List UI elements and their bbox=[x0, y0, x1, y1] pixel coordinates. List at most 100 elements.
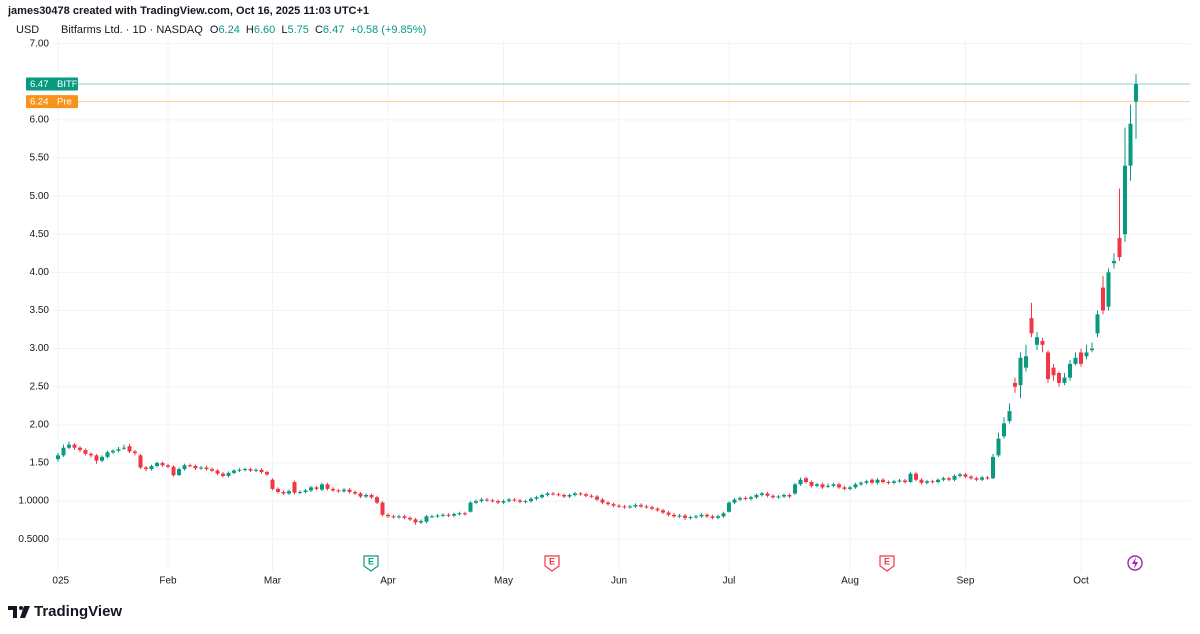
candle-body bbox=[947, 478, 951, 480]
candle-body bbox=[1095, 314, 1100, 334]
candle-body bbox=[149, 466, 154, 470]
candle-body bbox=[545, 493, 550, 495]
candle-body bbox=[441, 514, 445, 516]
candle-body bbox=[380, 502, 385, 515]
candle-body bbox=[1007, 411, 1012, 422]
candle-body bbox=[1134, 84, 1138, 102]
candle-body bbox=[754, 494, 759, 498]
candle-body bbox=[600, 499, 605, 503]
candle-body bbox=[160, 462, 165, 466]
candle-body bbox=[743, 498, 748, 500]
candle-body bbox=[375, 497, 379, 503]
candle-body bbox=[1123, 165, 1127, 235]
x-tick-label: Oct bbox=[1073, 576, 1089, 587]
candle-body bbox=[259, 469, 264, 473]
candle-body bbox=[182, 465, 187, 470]
legend: Bitfarms Ltd. · 1D · NASDAQ O6.24 H6.60 … bbox=[61, 24, 426, 36]
x-tick-label: Apr bbox=[380, 576, 396, 587]
change: +0.58 (+9.85%) bbox=[350, 24, 426, 36]
candle-body bbox=[424, 516, 429, 522]
candle-body bbox=[248, 469, 253, 471]
candle-body bbox=[534, 497, 539, 499]
ohlc-label: H bbox=[246, 24, 254, 36]
candle-body bbox=[199, 467, 203, 469]
candle-body bbox=[177, 469, 181, 476]
attribution: james30478 created with TradingView.com,… bbox=[7, 5, 369, 17]
candle-body bbox=[89, 453, 93, 456]
candles bbox=[56, 74, 1138, 525]
candle-body bbox=[435, 515, 440, 517]
y-tick-label: 2.50 bbox=[30, 381, 50, 392]
candle-body bbox=[886, 482, 891, 484]
y-tick-label: 5.50 bbox=[30, 153, 50, 164]
candle-body bbox=[936, 479, 940, 483]
candle-body bbox=[820, 484, 825, 488]
candle-body bbox=[171, 466, 176, 476]
candle-body bbox=[276, 488, 280, 492]
brand: TradingView bbox=[34, 603, 122, 620]
event-marker[interactable]: E bbox=[363, 555, 379, 572]
candle-body bbox=[1029, 318, 1034, 334]
candle-body bbox=[144, 467, 148, 470]
y-tick-label: 1.50 bbox=[30, 458, 50, 469]
candle-body bbox=[633, 504, 638, 507]
candle-body bbox=[771, 495, 775, 498]
candle-body bbox=[232, 470, 236, 473]
candle-body bbox=[347, 489, 352, 492]
candle-body bbox=[958, 474, 962, 476]
candle-body bbox=[567, 494, 572, 497]
y-tick-label: 6.00 bbox=[30, 115, 50, 126]
candle-body bbox=[941, 478, 946, 480]
candle-body bbox=[716, 516, 720, 518]
y-tick-label: 1.0000 bbox=[18, 496, 49, 507]
candle-body bbox=[496, 501, 500, 503]
event-marker[interactable]: E bbox=[879, 555, 895, 572]
candle-body bbox=[1035, 337, 1039, 345]
candle-body bbox=[1128, 123, 1133, 166]
ohlc-label: O bbox=[210, 24, 219, 36]
candle-body bbox=[787, 494, 792, 497]
candle-body bbox=[903, 480, 907, 483]
candle-body bbox=[765, 493, 770, 496]
candle-body bbox=[859, 482, 863, 485]
candle-body bbox=[853, 484, 858, 488]
event-marker[interactable] bbox=[1127, 555, 1143, 571]
candle-body bbox=[1062, 377, 1067, 383]
candle-body bbox=[622, 506, 627, 508]
candle-body bbox=[727, 502, 731, 512]
candle-body bbox=[1079, 352, 1083, 364]
candle-body bbox=[628, 506, 632, 508]
grid bbox=[52, 36, 1190, 572]
price-label-bg bbox=[26, 95, 78, 109]
candle-body bbox=[358, 493, 363, 497]
event-marker[interactable]: E bbox=[544, 555, 560, 572]
candle-body bbox=[831, 484, 836, 486]
candle-body bbox=[105, 452, 110, 457]
candle-body bbox=[56, 455, 60, 460]
candle-body bbox=[408, 517, 412, 520]
candle-body bbox=[391, 516, 396, 518]
candle-body bbox=[749, 497, 753, 499]
candle-body bbox=[809, 482, 814, 486]
candle-body bbox=[314, 487, 319, 489]
candle-body bbox=[353, 491, 357, 494]
x-tick-label: Jul bbox=[723, 576, 736, 587]
candle-body bbox=[672, 514, 676, 517]
candle-body bbox=[67, 444, 71, 448]
candle-body bbox=[985, 477, 990, 479]
candle-body bbox=[1024, 356, 1028, 368]
candle-body bbox=[100, 456, 104, 461]
x-tick-label: 2025 bbox=[47, 576, 70, 587]
price-label-name: BITF bbox=[57, 79, 78, 90]
candle-body bbox=[226, 472, 231, 476]
candle-body bbox=[265, 472, 269, 475]
candle-body bbox=[1057, 373, 1061, 383]
candle-body bbox=[710, 516, 715, 518]
y-tick-label: 3.50 bbox=[30, 305, 50, 316]
candle-body bbox=[666, 512, 671, 515]
candle-body bbox=[705, 514, 709, 517]
ohlc-value: 5.75 bbox=[287, 24, 308, 36]
event-label: E bbox=[549, 556, 555, 566]
candle-body bbox=[661, 510, 665, 513]
